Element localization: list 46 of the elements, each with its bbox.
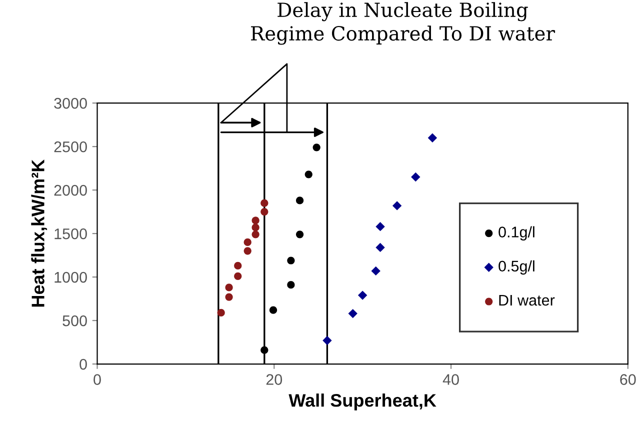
point: [296, 230, 304, 238]
y-tick-label: 1000: [54, 272, 87, 283]
point: [371, 266, 380, 276]
point: [260, 208, 268, 216]
point: [304, 170, 312, 178]
y-tick-label: 2000: [54, 184, 87, 196]
point: [252, 224, 260, 232]
point: [348, 308, 358, 318]
legend-label: 0.1g/l: [498, 226, 534, 240]
y-axis-title: Heat flux,kW/m²K: [31, 159, 48, 307]
point: [287, 256, 295, 264]
point: [217, 308, 225, 316]
x-tick-label: 0: [94, 374, 101, 385]
point: [225, 293, 233, 301]
legend-label: DI water: [499, 295, 555, 306]
x-tick-label: 20: [266, 374, 282, 385]
point: [225, 284, 233, 292]
point: [260, 199, 268, 207]
point: [234, 272, 242, 280]
y-tick-label: 3000: [54, 98, 87, 109]
point: [392, 201, 402, 210]
point: [252, 216, 260, 224]
point: [296, 196, 304, 204]
point: [234, 262, 242, 270]
x-tick-label: 60: [620, 374, 636, 385]
x-axis-title: Wall Superheat,K: [288, 394, 436, 410]
point: [287, 281, 295, 289]
x-tick-label: 40: [442, 374, 459, 385]
legend-label: 0.5g/l: [498, 260, 534, 275]
y-tick-label: 2500: [54, 141, 87, 152]
point: [244, 247, 252, 255]
point: [376, 242, 385, 252]
point: [411, 172, 420, 182]
point: [260, 346, 268, 354]
point: [358, 290, 368, 300]
y-tick-label: 1500: [54, 228, 87, 240]
point: [428, 133, 438, 142]
y-tick-label: 0: [80, 358, 87, 370]
point: [244, 238, 252, 246]
text: Delay in Nucleate Boiling Regime Compared To DI water: [251, 2, 556, 45]
point: [252, 230, 260, 238]
point: [269, 306, 278, 314]
point: [376, 222, 385, 232]
point: [312, 144, 320, 152]
point: [322, 336, 332, 346]
y-tick-label: 500: [62, 315, 87, 326]
